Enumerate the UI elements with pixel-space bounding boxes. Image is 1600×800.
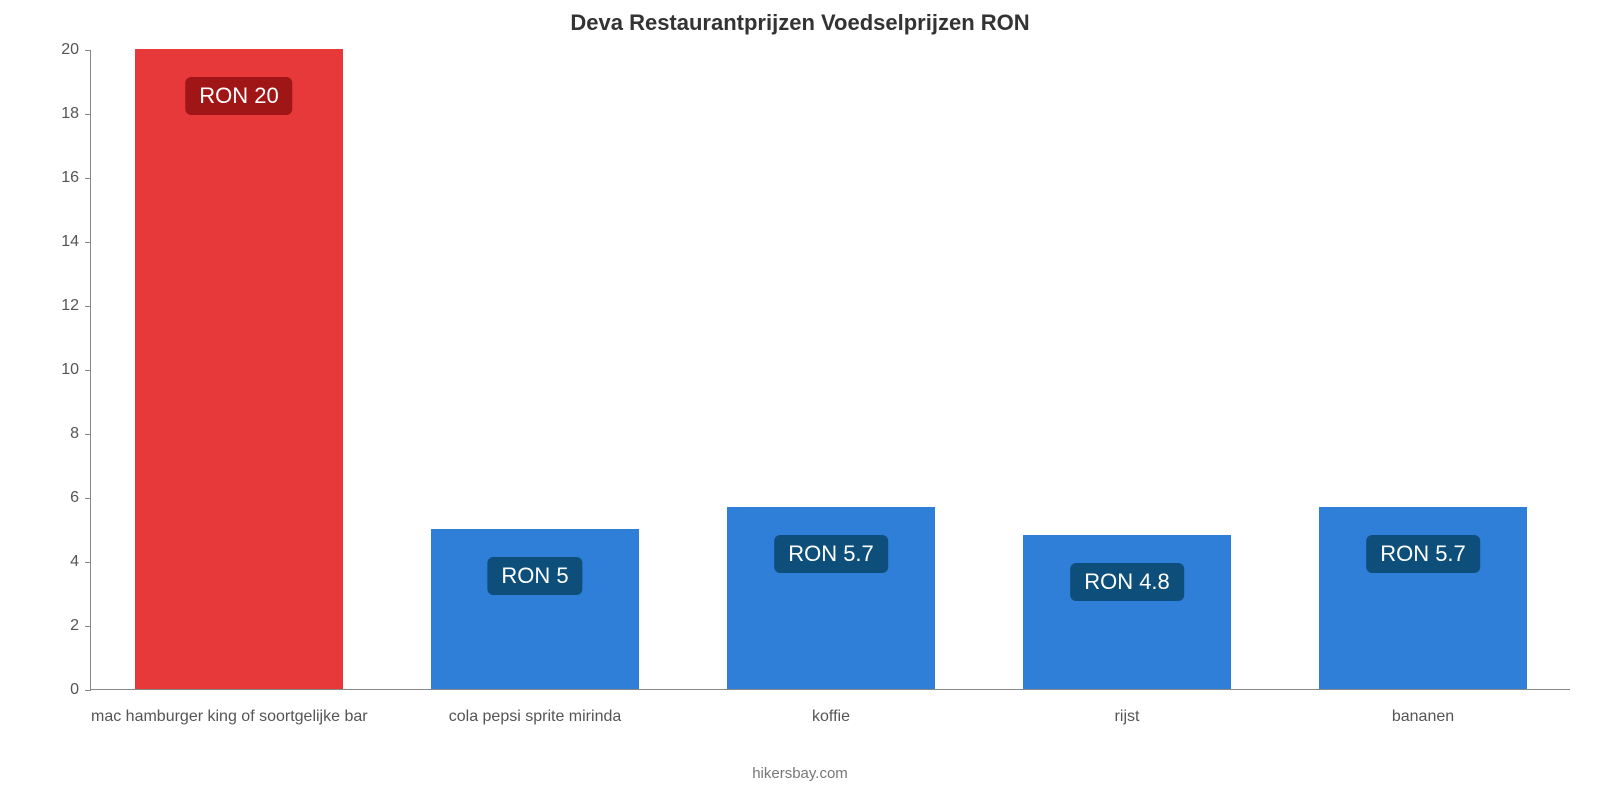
bar: RON 5.7: [1319, 507, 1526, 689]
bar: RON 5: [431, 529, 638, 689]
credit-text: hikersbay.com: [0, 765, 1600, 782]
y-tick-label: 8: [70, 425, 91, 443]
y-tick-label: 12: [61, 297, 91, 315]
y-tick-label: 2: [70, 617, 91, 635]
bar: RON 20: [135, 49, 342, 689]
bar-value-badge: RON 5: [487, 557, 582, 595]
x-tick-label: bananen: [1392, 708, 1454, 726]
y-tick-label: 14: [61, 233, 91, 251]
bar-value-badge: RON 4.8: [1070, 563, 1184, 601]
y-tick-label: 4: [70, 553, 91, 571]
x-tick-label: rijst: [1115, 708, 1140, 726]
chart-title: Deva Restaurantprijzen Voedselprijzen RO…: [0, 10, 1600, 36]
y-tick-label: 16: [61, 169, 91, 187]
x-tick-label: mac hamburger king of soortgelijke bar: [91, 708, 368, 726]
y-tick-label: 6: [70, 489, 91, 507]
bar-value-badge: RON 5.7: [1366, 535, 1480, 573]
y-tick-label: 10: [61, 361, 91, 379]
x-tick-label: cola pepsi sprite mirinda: [449, 708, 622, 726]
plot-area: 02468101214161820RON 20mac hamburger kin…: [90, 50, 1570, 690]
y-tick-label: 20: [61, 41, 91, 59]
bar: RON 5.7: [727, 507, 934, 689]
bar: RON 4.8: [1023, 535, 1230, 689]
x-tick-label: koffie: [812, 708, 850, 726]
y-tick-label: 18: [61, 105, 91, 123]
bar-value-badge: RON 20: [185, 77, 292, 115]
y-tick-label: 0: [70, 681, 91, 699]
bar-value-badge: RON 5.7: [774, 535, 888, 573]
chart-container: Deva Restaurantprijzen Voedselprijzen RO…: [0, 0, 1600, 800]
